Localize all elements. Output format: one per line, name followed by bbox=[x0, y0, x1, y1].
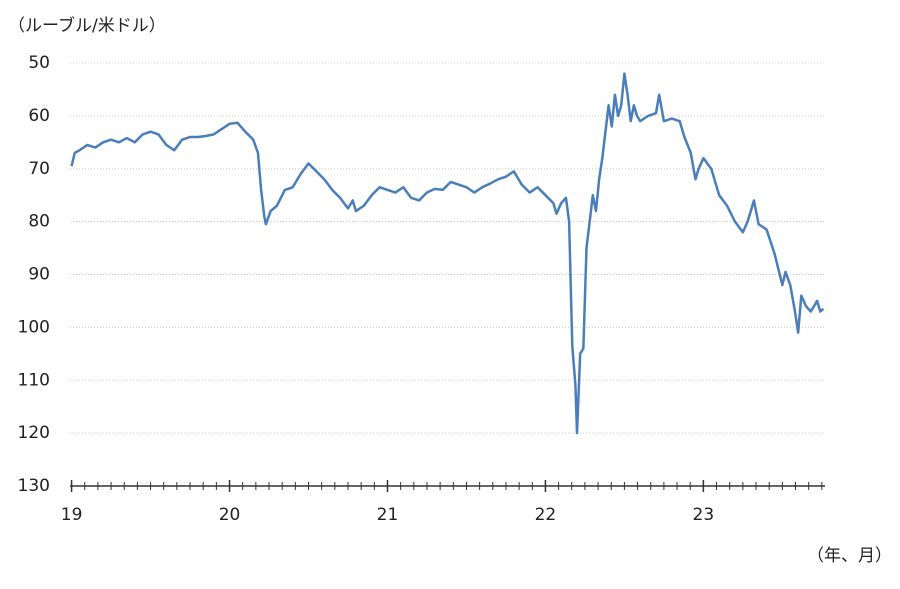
x-tick-label: 22 bbox=[535, 505, 557, 525]
y-tick-label: 90 bbox=[28, 265, 50, 285]
line bbox=[70, 72, 825, 435]
y-tick-label: 70 bbox=[28, 159, 50, 179]
y-tick-label: 80 bbox=[28, 212, 50, 232]
x-tick-label: 21 bbox=[377, 505, 399, 525]
x-tick-label: 20 bbox=[219, 505, 241, 525]
y-tick-label: 110 bbox=[18, 370, 50, 390]
x-axis-label: （年、月） bbox=[807, 546, 892, 566]
y-tick-label: 130 bbox=[18, 476, 50, 496]
x-tick-label: 23 bbox=[693, 505, 715, 525]
y-axis-label: （ルーブル/米ドル） bbox=[8, 15, 166, 36]
x-tick-label: 19 bbox=[61, 505, 83, 525]
y-tick-label: 60 bbox=[28, 106, 50, 126]
y-tick-label: 50 bbox=[28, 53, 50, 73]
y-tick-label: 120 bbox=[18, 423, 50, 443]
y-tick-label: 100 bbox=[18, 317, 50, 337]
